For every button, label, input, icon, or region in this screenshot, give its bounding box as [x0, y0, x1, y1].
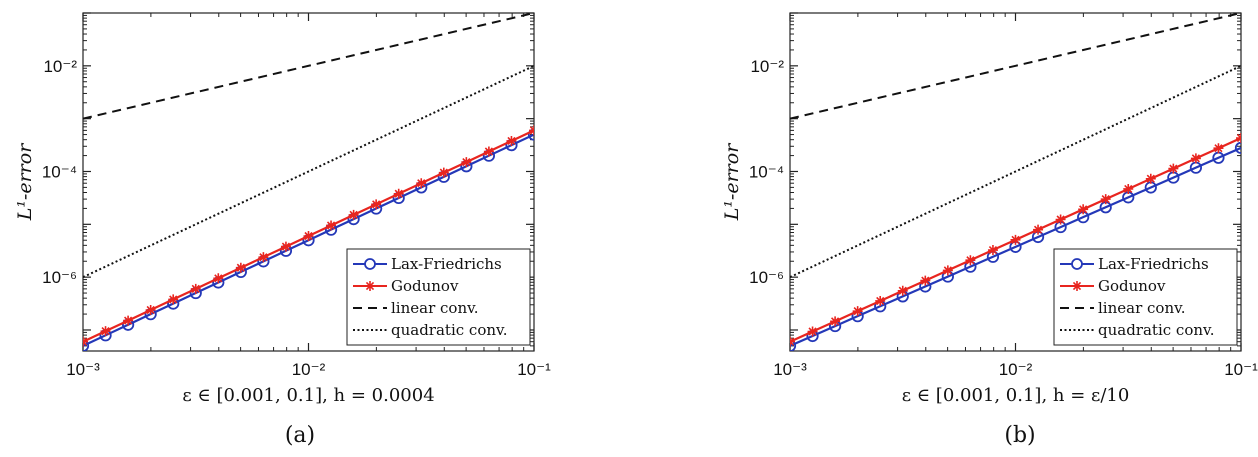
data-point	[965, 255, 976, 266]
x-tick-label: 10⁻¹	[517, 360, 551, 379]
data-point	[371, 199, 382, 210]
data-point	[145, 304, 156, 315]
data-point	[416, 178, 427, 189]
series-line-4	[790, 64, 1241, 279]
data-point	[168, 294, 179, 305]
legend-entry: Godunov	[391, 277, 459, 295]
legend: Lax-Friedrichs Godunov linear conv. quadrat…	[346, 248, 531, 346]
chart-panel-2: 10⁻³ 10⁻² 10⁻¹ 10⁻⁶ 10⁻⁴ 10⁻² L¹-error ε ∈ [0.0…	[721, 12, 1258, 448]
x-tick-label: 10⁻³	[773, 360, 807, 379]
data-point	[942, 265, 953, 276]
legend-entry: Lax-Friedrichs	[391, 255, 502, 273]
data-point	[987, 245, 998, 256]
data-point	[852, 306, 863, 317]
legend-entry: linear conv.	[1098, 299, 1186, 317]
data-point	[438, 167, 449, 178]
x-tick-label: 10⁻³	[66, 360, 100, 379]
data-point	[83, 336, 88, 347]
y-tick-label: 10⁻⁴	[749, 162, 784, 181]
data-point	[875, 295, 886, 306]
data-point	[1123, 183, 1134, 194]
data-point	[1168, 163, 1179, 174]
series-line-1	[790, 146, 1241, 347]
legend-entry: quadratic conv.	[391, 321, 507, 339]
data-point	[393, 188, 404, 199]
y-tick-label: 10⁻²	[43, 57, 77, 76]
x-tick-label: 10⁻²	[999, 360, 1033, 379]
legend: Lax-Friedrichs Godunov linear conv. quadrat…	[1053, 248, 1238, 346]
data-point	[897, 285, 908, 296]
y-axis-label: L¹-error	[14, 142, 36, 222]
x-axis-label: ε ∈ [0.001, 0.1], h = 0.0004	[182, 385, 434, 406]
legend-entry: linear conv.	[391, 299, 479, 317]
x-axis-label: ε ∈ [0.001, 0.1], h = ε/10	[902, 385, 1130, 406]
data-point	[1145, 173, 1156, 184]
data-point	[506, 135, 517, 146]
data-point	[1100, 194, 1111, 205]
data-point	[280, 241, 291, 252]
data-point	[790, 339, 797, 351]
series-line-3	[83, 13, 534, 120]
y-tick-label: 10⁻⁴	[42, 162, 77, 181]
data-point	[920, 275, 931, 286]
data-point	[348, 209, 359, 220]
legend-entry: Lax-Friedrichs	[1098, 255, 1209, 273]
data-point	[123, 315, 134, 326]
legend-entry: quadratic conv.	[1098, 321, 1214, 339]
data-point	[235, 262, 246, 273]
data-point	[483, 146, 494, 157]
x-tick-label: 10⁻¹	[1224, 360, 1258, 379]
panel-caption: (b)	[1004, 423, 1035, 448]
data-point	[1078, 204, 1089, 215]
y-tick-label: 10⁻²	[750, 57, 784, 76]
data-point	[258, 252, 269, 263]
data-point	[1190, 153, 1201, 164]
y-axis-label: L¹-error	[721, 142, 743, 222]
panel-caption: (a)	[285, 423, 315, 448]
data-point	[1236, 133, 1241, 144]
data-point	[1033, 224, 1044, 235]
y-tick-label: 10⁻⁶	[749, 268, 784, 287]
data-point	[303, 231, 314, 242]
y-tick-label: 10⁻⁶	[42, 268, 77, 287]
data-point	[326, 220, 337, 231]
data-point	[190, 283, 201, 294]
legend-entry: Godunov	[1098, 277, 1166, 295]
series-line-3	[790, 13, 1241, 120]
data-point	[830, 316, 841, 327]
data-point	[213, 273, 224, 284]
data-point	[100, 326, 111, 337]
data-point	[1234, 141, 1241, 154]
chart-panel-1: 10⁻³ 10⁻² 10⁻¹ 10⁻⁶ 10⁻⁴ 10⁻² L¹-error ε ∈ [0.0…	[14, 12, 551, 448]
data-point	[1010, 234, 1021, 245]
data-point	[1213, 143, 1224, 154]
data-point	[529, 125, 534, 136]
x-tick-label: 10⁻²	[292, 360, 326, 379]
series-line-4	[83, 64, 534, 279]
data-point	[1055, 214, 1066, 225]
data-point	[807, 326, 818, 337]
data-point	[461, 157, 472, 168]
data-point	[790, 336, 795, 347]
